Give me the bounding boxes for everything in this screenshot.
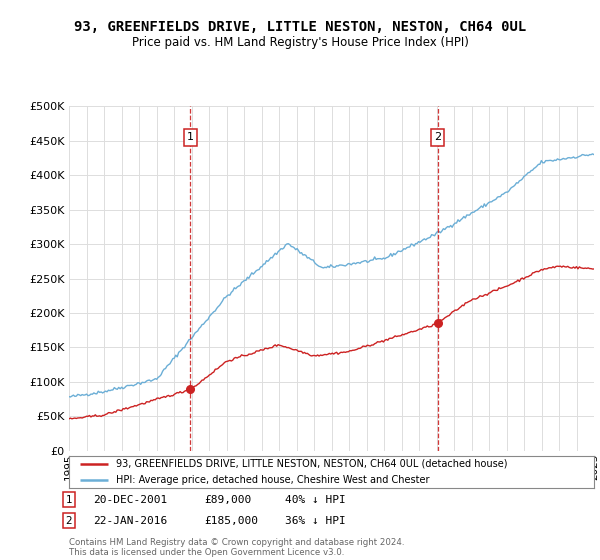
Text: 2: 2 xyxy=(65,516,73,526)
Text: £89,000: £89,000 xyxy=(204,494,251,505)
Text: 20-DEC-2001: 20-DEC-2001 xyxy=(93,494,167,505)
Text: 1: 1 xyxy=(65,494,73,505)
Text: 36% ↓ HPI: 36% ↓ HPI xyxy=(285,516,346,526)
Text: Price paid vs. HM Land Registry's House Price Index (HPI): Price paid vs. HM Land Registry's House … xyxy=(131,36,469,49)
Text: 2: 2 xyxy=(434,132,441,142)
Text: Contains HM Land Registry data © Crown copyright and database right 2024.
This d: Contains HM Land Registry data © Crown c… xyxy=(69,538,404,557)
Text: £185,000: £185,000 xyxy=(204,516,258,526)
Text: 1: 1 xyxy=(187,132,194,142)
Text: 22-JAN-2016: 22-JAN-2016 xyxy=(93,516,167,526)
Text: HPI: Average price, detached house, Cheshire West and Chester: HPI: Average price, detached house, Ches… xyxy=(116,475,430,485)
Text: 93, GREENFIELDS DRIVE, LITTLE NESTON, NESTON, CH64 0UL: 93, GREENFIELDS DRIVE, LITTLE NESTON, NE… xyxy=(74,20,526,34)
Text: 93, GREENFIELDS DRIVE, LITTLE NESTON, NESTON, CH64 0UL (detached house): 93, GREENFIELDS DRIVE, LITTLE NESTON, NE… xyxy=(116,459,508,469)
Text: 40% ↓ HPI: 40% ↓ HPI xyxy=(285,494,346,505)
